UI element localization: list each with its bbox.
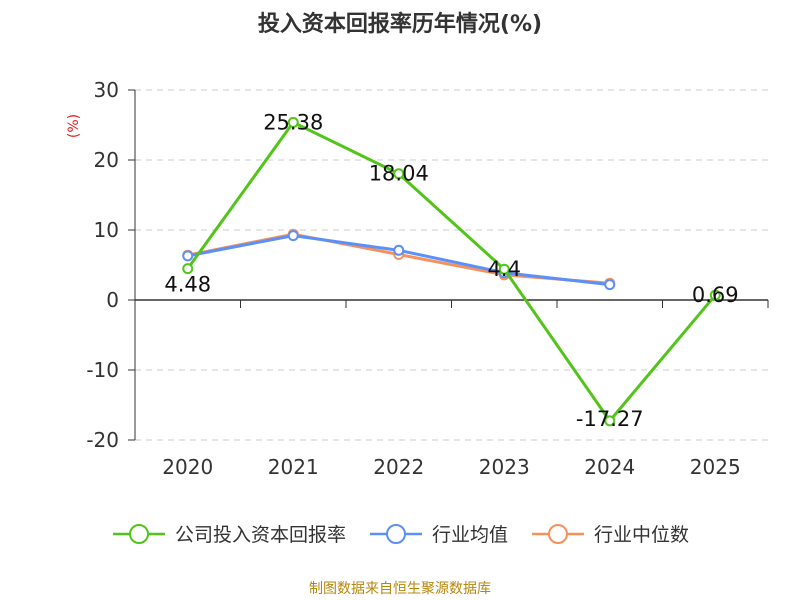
legend-marker xyxy=(128,523,149,544)
x-tick-label: 2023 xyxy=(479,455,530,479)
y-tick-label: 0 xyxy=(106,288,119,312)
legend-item-1[interactable]: 公司投入资本回报率 xyxy=(111,520,346,547)
legend-item-2[interactable]: 行业均值 xyxy=(368,520,508,547)
data-point xyxy=(287,230,299,242)
x-tick-label: 2021 xyxy=(268,455,319,479)
data-point xyxy=(182,263,194,275)
y-tick-label: 30 xyxy=(94,78,119,102)
legend-line-marker-icon xyxy=(112,523,165,544)
data-point xyxy=(182,250,194,262)
data-label: 4.48 xyxy=(164,273,211,297)
series-line-2 xyxy=(187,234,610,287)
x-tick-label: 2020 xyxy=(162,455,213,479)
legend-marker xyxy=(548,523,568,544)
data-label: 18.04 xyxy=(369,162,429,186)
y-tick-label: 10 xyxy=(94,218,119,242)
y-axis-label: (%) xyxy=(66,114,82,138)
legend-label: 行业均值 xyxy=(431,524,508,546)
x-tick-label: 2025 xyxy=(690,455,741,479)
x-tick-label: 2024 xyxy=(584,455,635,479)
data-label: 25.38 xyxy=(263,110,323,134)
y-tick-label: -10 xyxy=(86,358,119,382)
data-point xyxy=(498,263,510,275)
data-label: 4.4 xyxy=(488,257,521,281)
legend-label: 公司投入资本回报率 xyxy=(174,524,346,546)
data-label: -17.27 xyxy=(576,407,644,431)
legend-item-3[interactable]: 行业中位数 xyxy=(530,520,689,547)
data-point xyxy=(393,168,405,180)
legend-line-marker-icon xyxy=(369,523,422,544)
legend-line-marker-icon xyxy=(532,523,584,544)
y-tick-label: -20 xyxy=(86,428,119,452)
y-tick-label: 20 xyxy=(94,148,119,172)
legend: 公司投入资本回报率 行业均值 行业中位数 xyxy=(0,520,800,547)
data-point xyxy=(604,415,616,427)
source-note: 制图数据来自恒生聚源数据库 xyxy=(309,581,491,597)
chart-title: 投入资本回报率历年情况(%) xyxy=(257,12,543,37)
data-point xyxy=(709,289,721,301)
x-tick-label: 2022 xyxy=(373,455,424,479)
data-point xyxy=(393,244,405,256)
data-point xyxy=(287,116,299,128)
legend-marker xyxy=(385,523,406,544)
legend-label: 行业中位数 xyxy=(594,524,690,546)
data-label: 0.69 xyxy=(692,283,739,307)
data-point xyxy=(604,279,616,291)
series-line-1 xyxy=(186,120,717,423)
